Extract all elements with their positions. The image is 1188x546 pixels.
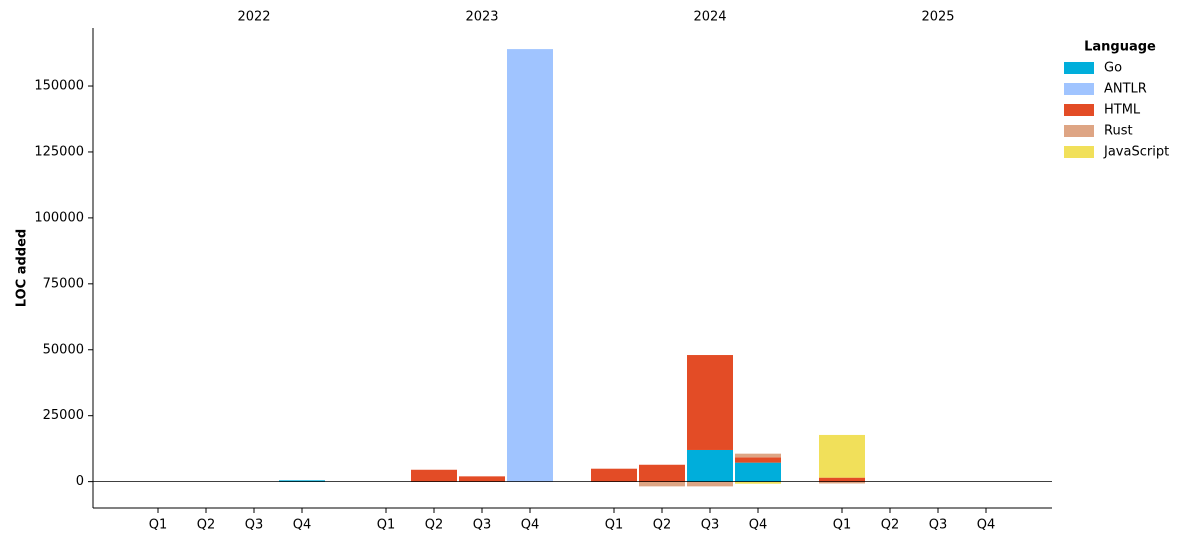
bar-segment	[735, 453, 781, 458]
y-tick-label: 50000	[43, 342, 84, 357]
bar-segment	[639, 464, 685, 482]
bar-segment	[411, 469, 457, 482]
y-tick-label: 150000	[34, 79, 84, 94]
y-axis-label: LOC added	[15, 229, 30, 307]
legend-label: HTML	[1104, 103, 1141, 118]
legend-title: Language	[1084, 40, 1156, 55]
x-tick-label: Q1	[833, 518, 852, 533]
bar-segment	[819, 434, 865, 478]
x-tick-label: Q4	[293, 518, 312, 533]
bar-segment	[639, 481, 685, 487]
legend-label: Go	[1104, 61, 1122, 76]
y-tick-label: 25000	[43, 408, 84, 423]
x-tick-label: Q2	[425, 518, 444, 533]
bar-segment	[735, 462, 781, 482]
x-tick-label: Q4	[749, 518, 768, 533]
legend-label: Rust	[1104, 124, 1133, 139]
bar-segment	[687, 481, 733, 487]
x-tick-label: Q2	[197, 518, 216, 533]
bar-segment	[819, 481, 865, 484]
legend-label: JavaScript	[1103, 145, 1169, 160]
x-tick-label: Q2	[881, 518, 900, 533]
x-tick-label: Q1	[377, 518, 396, 533]
x-tick-label: Q3	[473, 518, 492, 533]
legend-swatch	[1064, 125, 1094, 137]
bar-segment	[735, 457, 781, 463]
legend-swatch	[1064, 62, 1094, 74]
bar-segment	[279, 480, 325, 482]
x-tick-label: Q3	[245, 518, 264, 533]
x-tick-label: Q3	[701, 518, 720, 533]
group-label: 2022	[237, 10, 270, 25]
y-tick-label: 0	[76, 474, 84, 489]
bar-segment	[687, 355, 733, 450]
y-tick-label: 100000	[34, 210, 84, 225]
y-tick-label: 125000	[34, 144, 84, 159]
legend-swatch	[1064, 146, 1094, 158]
x-tick-label: Q1	[149, 518, 168, 533]
x-tick-label: Q2	[653, 518, 672, 533]
bar-segment	[735, 481, 781, 484]
bar-segment	[507, 49, 553, 482]
x-tick-label: Q4	[521, 518, 540, 533]
group-label: 2024	[693, 10, 726, 25]
bar-segment	[591, 468, 637, 482]
bar-segment	[819, 477, 865, 482]
bar-segment	[459, 476, 505, 482]
y-tick-label: 75000	[43, 276, 84, 291]
legend-label: ANTLR	[1104, 82, 1147, 97]
x-tick-label: Q3	[929, 518, 948, 533]
legend-swatch	[1064, 83, 1094, 95]
bar-segment	[687, 449, 733, 482]
x-tick-label: Q4	[977, 518, 996, 533]
legend-swatch	[1064, 104, 1094, 116]
group-label: 2025	[921, 10, 954, 25]
x-tick-label: Q1	[605, 518, 624, 533]
group-label: 2023	[465, 10, 498, 25]
